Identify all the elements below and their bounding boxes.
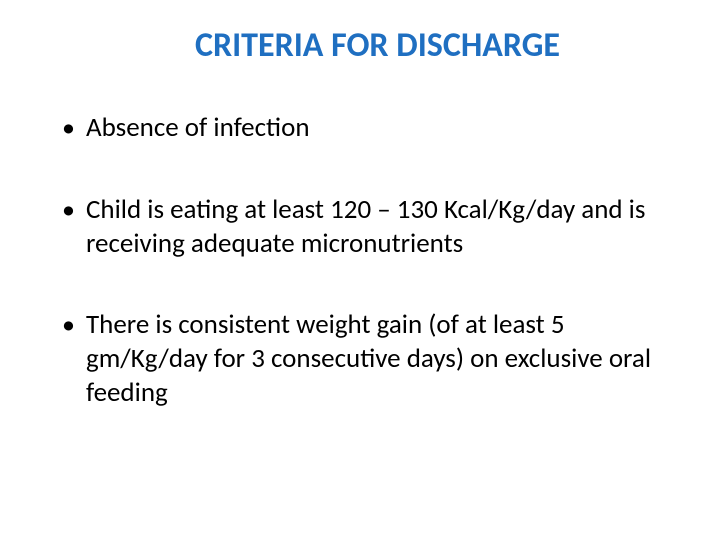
bullet-item: There is consistent weight gain (of at l… [58,308,670,409]
bullet-text: There is consistent weight gain (of at l… [86,308,651,409]
bullet-item: Absence of infection [58,111,670,145]
bullet-text: Child is eating at least 120 – 130 Kcal/… [86,193,645,260]
slide-title: CRITERIA FOR DISCHARGE [50,25,670,66]
bullet-item: Child is eating at least 120 – 130 Kcal/… [58,193,670,261]
bullet-text: Absence of infection [86,111,310,144]
bullet-list: Absence of infection Child is eating at … [50,111,670,410]
